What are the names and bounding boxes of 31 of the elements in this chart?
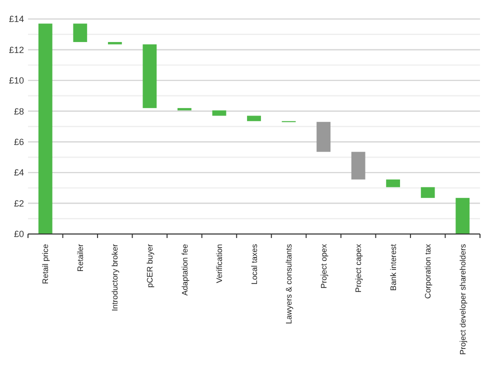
x-tick-label: Project developer shareholders [458,244,468,355]
y-tick-label: £12 [8,44,24,55]
x-tick-label: Retailer [76,244,85,272]
x-tick-label: pCER buyer [145,244,154,288]
x-tick-label: Project opex [319,244,328,288]
x-tick-label: Local taxes [250,244,259,284]
bar [142,44,157,108]
x-tick-label: Project capex [354,244,364,292]
x-tick-label: Bank interest [388,243,398,291]
bar [247,116,261,122]
x-tick-label: Corporation tax [424,244,433,299]
x-tick-label: Introductory broker [110,244,120,312]
y-tick-label: £2 [14,198,24,208]
y-tick-label: £8 [14,106,24,116]
y-tick-label: £14 [8,14,24,24]
x-tick-label: Retail price [41,243,50,284]
bar [456,198,470,234]
x-tick-label: Lawyers & consultants [284,244,294,324]
y-tick-label: £10 [8,76,24,86]
bar [316,122,330,152]
bar [420,187,435,198]
bar [38,24,52,234]
bar [351,152,366,180]
x-tick-label: Adaptation fee [180,243,190,296]
x-tick-label: Verification [215,244,224,284]
y-tick-label: £0 [14,229,24,240]
bar [212,110,226,116]
bar [73,24,88,42]
bar [386,179,400,188]
y-tick-label: £4 [14,168,24,178]
y-tick-label: £6 [14,137,24,148]
